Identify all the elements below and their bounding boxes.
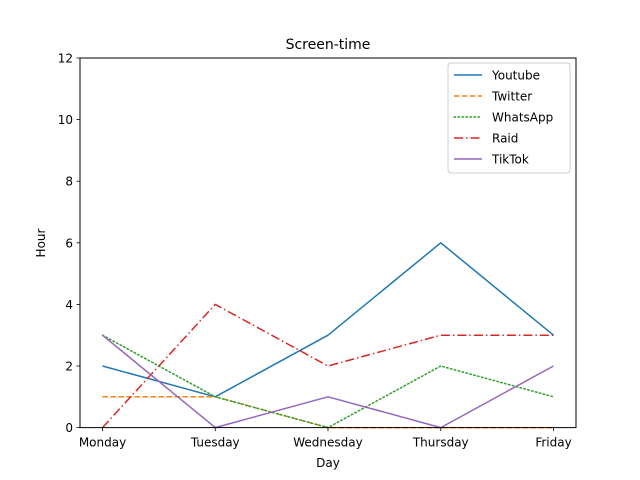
series-line-3 (101, 303, 554, 429)
legend-label-2: WhatsApp (492, 111, 553, 125)
x-tick-label: Wednesday (293, 436, 362, 450)
legend-label-4: TikTok (491, 153, 529, 167)
y-tick-label: 12 (58, 52, 73, 66)
series-line-0 (102, 242, 554, 398)
x-tick-label: Thursday (412, 436, 469, 450)
legend-box (447, 62, 571, 174)
y-tick-label: 8 (65, 175, 73, 189)
y-tick-label: 0 (65, 421, 73, 435)
y-axis-label: Hour (34, 228, 48, 257)
x-axis: Monday Tuesday Wednesday Thursday Friday (79, 427, 572, 450)
x-tick-label: Friday (535, 436, 571, 450)
y-tick-label: 4 (65, 298, 73, 312)
chart-title: Screen-time (286, 37, 371, 53)
y-tick-label: 6 (65, 236, 73, 250)
y-axis: 0 2 4 6 8 10 12 (58, 52, 80, 435)
series-line-4 (102, 334, 554, 429)
y-tick-label: 10 (58, 113, 73, 127)
legend-label-0: Youtube (491, 69, 540, 83)
x-tick-label: Monday (79, 436, 126, 450)
y-tick-label: 2 (65, 360, 73, 374)
legend: Youtube Twitter WhatsApp Raid TikTok (447, 62, 571, 174)
x-axis-label: Day (316, 456, 340, 470)
legend-label-3: Raid (492, 132, 518, 146)
x-tick-label: Tuesday (190, 436, 240, 450)
legend-label-1: Twitter (491, 90, 532, 104)
